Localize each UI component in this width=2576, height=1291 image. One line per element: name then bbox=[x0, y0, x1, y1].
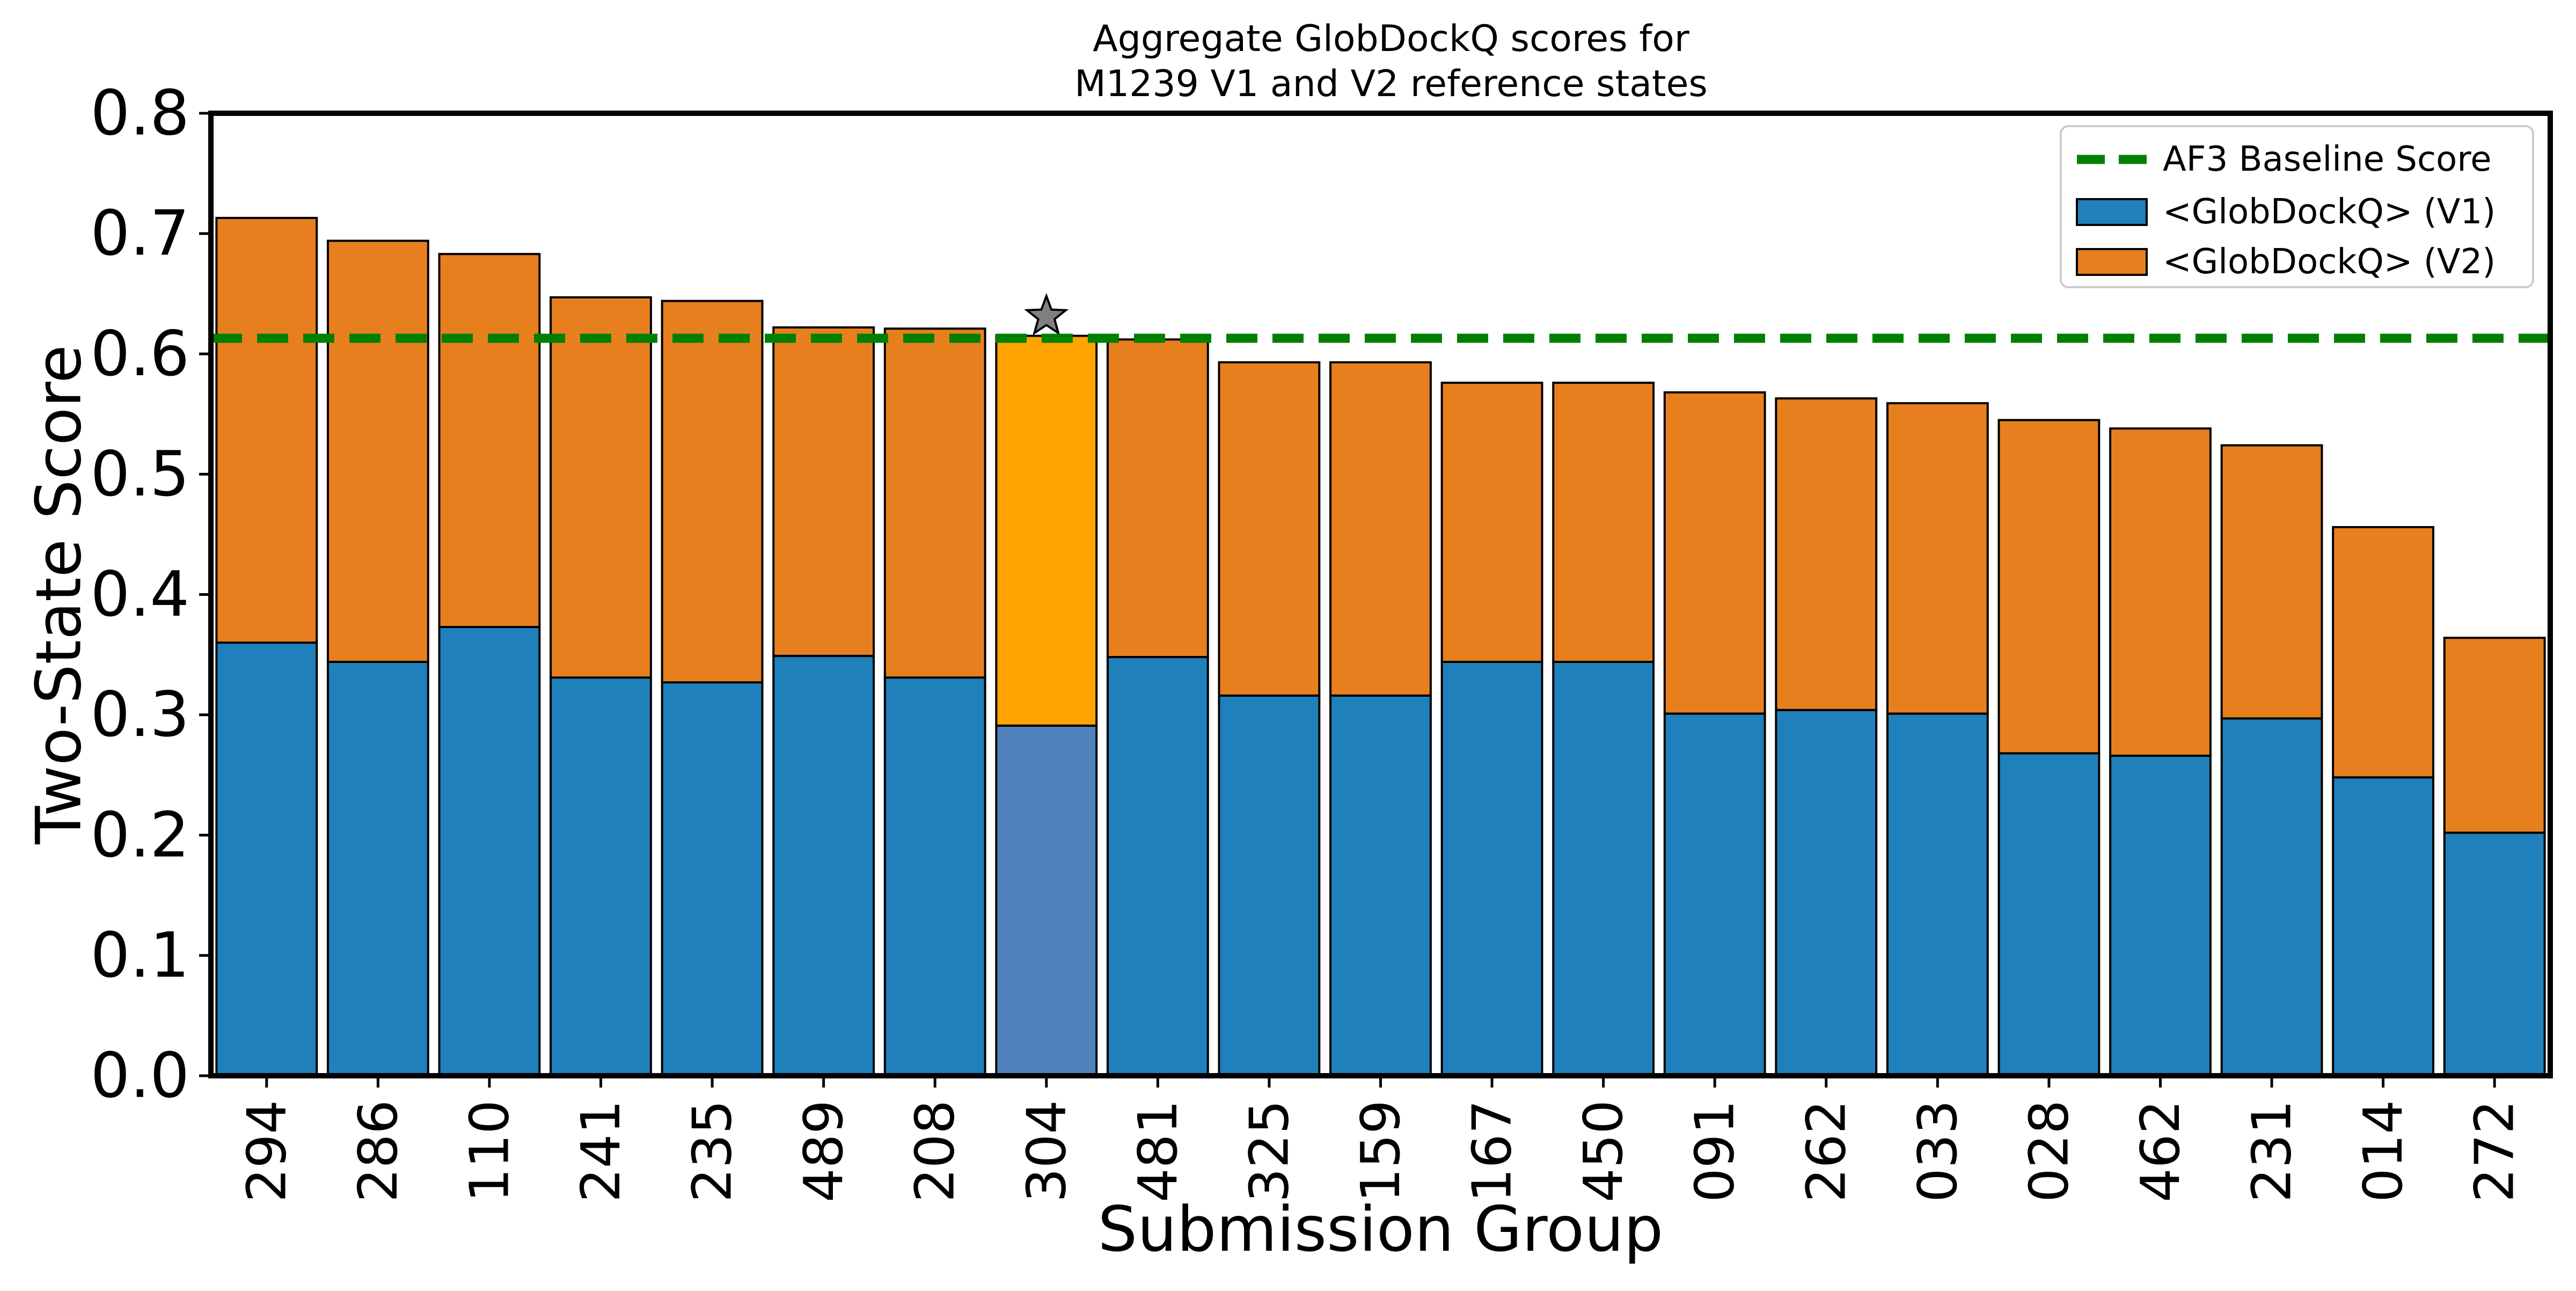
y-tick-label-0.0: 0.0 bbox=[91, 1040, 189, 1112]
legend-label-v1: <GlobDockQ> (V1) bbox=[2163, 192, 2496, 232]
x-tick-label-481: 481 bbox=[1126, 1100, 1189, 1202]
legend: AF3 Baseline Score <GlobDockQ> (V1) <GlobD… bbox=[2060, 125, 2534, 288]
x-tick-label-304: 304 bbox=[1015, 1100, 1078, 1202]
x-tick-label-014: 014 bbox=[2352, 1100, 2414, 1202]
bar-v1-272 bbox=[2443, 832, 2546, 1077]
x-tick-label-028: 028 bbox=[2017, 1100, 2080, 1202]
chart-title: Aggregate GlobDockQ scores for M1239 V1 a… bbox=[1074, 18, 1708, 105]
legend-label-v2: <GlobDockQ> (V2) bbox=[2163, 242, 2496, 282]
chart-title-line-2: M1239 V1 and V2 reference states bbox=[1074, 63, 1708, 105]
bar-v1-304 bbox=[995, 724, 1098, 1077]
legend-swatch-v1 bbox=[2076, 198, 2148, 226]
bar-v2-489 bbox=[772, 326, 875, 657]
x-tick-label-167: 167 bbox=[1461, 1100, 1524, 1202]
y-tick-label-0.3: 0.3 bbox=[91, 679, 189, 751]
x-tick-label-235: 235 bbox=[681, 1100, 744, 1202]
x-tick-label-462: 462 bbox=[2129, 1100, 2192, 1202]
x-tick-label-450: 450 bbox=[1572, 1100, 1635, 1202]
bar-v1-208 bbox=[883, 676, 986, 1077]
bar-v2-304 bbox=[995, 334, 1098, 727]
bar-v1-481 bbox=[1106, 656, 1209, 1077]
legend-swatch-v2 bbox=[2076, 248, 2148, 276]
bar-v2-235 bbox=[661, 300, 764, 684]
bar-v1-159 bbox=[1329, 694, 1432, 1077]
x-tick-label-286: 286 bbox=[347, 1100, 409, 1202]
legend-label-baseline: AF3 Baseline Score bbox=[2163, 140, 2492, 179]
bar-v1-033 bbox=[1886, 712, 1989, 1077]
bar-v1-235 bbox=[661, 681, 764, 1077]
x-tick-label-110: 110 bbox=[458, 1100, 521, 1202]
bar-v2-167 bbox=[1440, 382, 1543, 663]
bar-v2-294 bbox=[215, 216, 318, 644]
bar-v2-033 bbox=[1886, 402, 1989, 715]
bar-v1-325 bbox=[1218, 694, 1321, 1077]
bar-v2-481 bbox=[1106, 338, 1209, 659]
bar-v2-450 bbox=[1552, 382, 1655, 663]
bar-v2-028 bbox=[1997, 419, 2101, 755]
x-tick-label-294: 294 bbox=[235, 1100, 298, 1202]
y-tick-label-0.1: 0.1 bbox=[91, 919, 189, 991]
bar-v2-208 bbox=[883, 327, 986, 679]
bar-v1-028 bbox=[1997, 752, 2101, 1077]
chart-title-line-1: Aggregate GlobDockQ scores for bbox=[1093, 18, 1689, 60]
y-tick-label-0.6: 0.6 bbox=[91, 318, 189, 390]
plot-frame bbox=[208, 111, 2553, 1078]
x-tick-label-091: 091 bbox=[1684, 1100, 1746, 1202]
bar-v2-110 bbox=[438, 253, 541, 629]
legend-box bbox=[2060, 125, 2534, 288]
bar-v2-241 bbox=[550, 296, 652, 679]
x-tick-label-159: 159 bbox=[1349, 1100, 1412, 1202]
bar-v1-241 bbox=[550, 676, 652, 1077]
x-tick-label-241: 241 bbox=[569, 1100, 632, 1202]
x-tick-label-325: 325 bbox=[1238, 1100, 1300, 1202]
y-tick-label-0.4: 0.4 bbox=[91, 558, 189, 631]
bar-v1-167 bbox=[1440, 661, 1543, 1077]
bar-v1-231 bbox=[2220, 717, 2323, 1077]
bar-v2-325 bbox=[1218, 361, 1321, 697]
bar-v2-159 bbox=[1329, 361, 1432, 697]
bar-v1-110 bbox=[438, 626, 541, 1077]
y-axis-label: Two-State Score bbox=[23, 345, 96, 844]
x-tick-label-272: 272 bbox=[2463, 1100, 2526, 1202]
bar-v1-262 bbox=[1775, 709, 1878, 1077]
bar-v2-272 bbox=[2443, 637, 2546, 834]
bar-v2-462 bbox=[2109, 427, 2212, 757]
highlight-star-marker bbox=[1024, 293, 1069, 336]
bar-v1-286 bbox=[326, 661, 429, 1077]
y-tick-label-0.2: 0.2 bbox=[91, 799, 189, 871]
x-axis-label: Submission Group bbox=[1098, 1193, 1664, 1266]
x-tick-label-489: 489 bbox=[792, 1100, 855, 1202]
y-tick-label-0.7: 0.7 bbox=[91, 198, 189, 270]
bar-v1-294 bbox=[215, 641, 318, 1077]
bar-v2-231 bbox=[2220, 444, 2323, 720]
bar-v1-014 bbox=[2332, 776, 2435, 1077]
bar-v2-262 bbox=[1775, 397, 1878, 711]
x-tick-label-033: 033 bbox=[1906, 1100, 1969, 1202]
bar-v1-489 bbox=[772, 654, 875, 1077]
x-tick-label-231: 231 bbox=[2241, 1100, 2303, 1202]
x-tick-label-262: 262 bbox=[1795, 1100, 1857, 1202]
bars-layer bbox=[211, 216, 2550, 1077]
y-tick-label-0.5: 0.5 bbox=[91, 438, 189, 510]
bar-v1-091 bbox=[1663, 712, 1766, 1077]
y-tick-label-0.8: 0.8 bbox=[91, 77, 189, 150]
bar-v2-091 bbox=[1663, 391, 1766, 715]
bar-v2-286 bbox=[326, 239, 429, 663]
ticks-layer: 294 286 110 241 235 489 208 304 481 325 159 167 450 0… bbox=[91, 77, 2526, 1202]
bar-v1-462 bbox=[2109, 754, 2212, 1077]
bar-v1-450 bbox=[1552, 661, 1655, 1077]
x-tick-label-208: 208 bbox=[904, 1100, 967, 1202]
bar-v2-014 bbox=[2332, 526, 2435, 779]
